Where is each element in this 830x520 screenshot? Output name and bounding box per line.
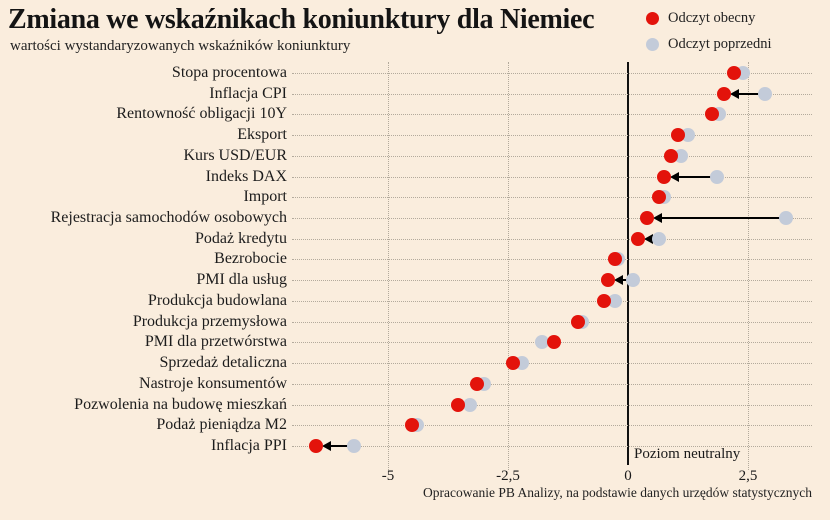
row-label: Stopa procentowa [171, 64, 287, 81]
current-reading-dot [608, 252, 623, 267]
change-arrow-head [670, 171, 679, 182]
current-reading-dot [705, 107, 719, 122]
row-gridline [292, 425, 812, 427]
row-gridline [292, 280, 812, 282]
legend-label-current: Odczyt obecny [668, 9, 756, 26]
change-arrow-line [738, 92, 765, 95]
x-tick-label: 0 [624, 468, 632, 484]
previous-reading-dot [608, 293, 623, 308]
neutral-level-label: Poziom neutralny [634, 446, 741, 462]
previous-reading-dot [652, 231, 667, 246]
row-label: Eksport [237, 126, 287, 144]
row-label: PMI dla przetwórstwa [144, 333, 287, 351]
vertical-gridline [748, 62, 749, 470]
x-tick-label: -2,5 [496, 468, 520, 484]
row-gridline [292, 73, 812, 74]
x-axis: -5 -2,5 0 2,5 [0, 468, 830, 488]
vertical-gridline [508, 62, 509, 470]
row-gridline [292, 259, 812, 261]
previous-reading-dot [779, 211, 794, 226]
chart-subtitle: wartości wystandaryzowanych wskaźników k… [10, 38, 351, 54]
change-arrow-line [678, 175, 717, 178]
current-reading-dot [469, 376, 484, 391]
change-arrow-head [730, 88, 739, 99]
current-reading-dot [717, 86, 731, 101]
plot-area: Stopa procentowa Inflacja CPI Rentowność o… [0, 62, 830, 470]
previous-reading-dot [534, 335, 549, 350]
row-label: PMI dla usług [196, 271, 287, 289]
row-gridline [292, 238, 812, 240]
previous-reading-dot [709, 169, 724, 184]
current-reading-dot [726, 66, 741, 80]
x-tick-label: 2,5 [738, 468, 758, 484]
row-label: Import [243, 188, 287, 206]
row-label: Sprzedaż detaliczna [159, 354, 287, 372]
row-label: Nastroje konsumentów [139, 374, 287, 392]
row-label: Indeks DAX [205, 167, 287, 185]
row-label: Produkcja przemysłowa [132, 312, 287, 330]
row-gridline [292, 363, 812, 365]
row-label: Inflacja PPI [211, 436, 287, 454]
current-reading-dot [597, 293, 611, 308]
row-gridline [292, 300, 812, 302]
row-gridline [292, 176, 812, 178]
legend-label-previous: Odczyt poprzedni [668, 35, 772, 52]
chart-title: Zmiana we wskaźnikach koniunktury dla Ni… [8, 4, 595, 35]
row-label: Rentowność obligacji 10Y [116, 105, 287, 123]
row-gridline [292, 383, 812, 385]
current-reading-dot [405, 418, 419, 433]
row-gridline [292, 404, 812, 406]
source-note: Opracowanie PB Analizy, na podstawie dan… [422, 485, 812, 500]
row-gridline [292, 321, 812, 323]
current-reading-dot [309, 438, 323, 453]
current-reading-dot [570, 314, 585, 329]
current-reading-dot [652, 190, 667, 205]
row-label: Inflacja CPI [209, 84, 287, 102]
row-gridline [292, 218, 812, 220]
row-gridline [292, 155, 812, 157]
row-label: Produkcja budowlana [147, 291, 287, 309]
change-arrow-line [330, 444, 355, 447]
vertical-gridline [388, 62, 389, 470]
row-label: Podaż pieniądza M2 [156, 416, 287, 434]
row-label: Bezrobocie [214, 250, 287, 268]
current-reading-dot [505, 356, 520, 371]
current-reading-dot [630, 231, 645, 246]
row-gridline [292, 93, 812, 95]
row-label: Kurs USD/EUR [183, 146, 287, 164]
previous-reading-dot-icon [646, 37, 659, 51]
current-reading-dot [640, 211, 655, 226]
row-gridline [292, 135, 812, 137]
previous-reading-dot [757, 86, 772, 101]
row-gridline [292, 114, 812, 116]
current-reading-dot [664, 148, 679, 163]
current-reading-dot [600, 273, 615, 288]
x-tick-label: -5 [381, 468, 395, 484]
neutral-level-line [627, 62, 629, 465]
row-gridline [292, 445, 812, 447]
current-reading-dot [546, 335, 561, 350]
change-arrow-line [661, 217, 787, 220]
current-reading-dot [657, 169, 671, 184]
change-arrow-head [613, 275, 623, 286]
change-arrow-head [643, 233, 653, 244]
previous-reading-dot [625, 273, 640, 288]
legend-item-previous: Odczyt poprzedni [646, 31, 771, 57]
previous-reading-dot [462, 397, 477, 412]
row-label: Pozwolenia na budowę mieszkań [74, 395, 287, 413]
change-arrow-head [653, 213, 663, 224]
legend-item-current: Odczyt obecny [646, 5, 771, 31]
current-reading-dot-icon [646, 11, 659, 25]
row-label: Podaż kredytu [195, 229, 287, 247]
previous-reading-dot [347, 438, 362, 453]
legend: Odczyt obecny Odczyt poprzedni [646, 5, 771, 57]
change-arrow-head [322, 440, 331, 451]
current-reading-dot [450, 397, 465, 412]
current-reading-dot [671, 128, 686, 143]
row-label: Rejestracja samochodów osobowych [50, 209, 287, 227]
row-gridline [292, 197, 812, 199]
